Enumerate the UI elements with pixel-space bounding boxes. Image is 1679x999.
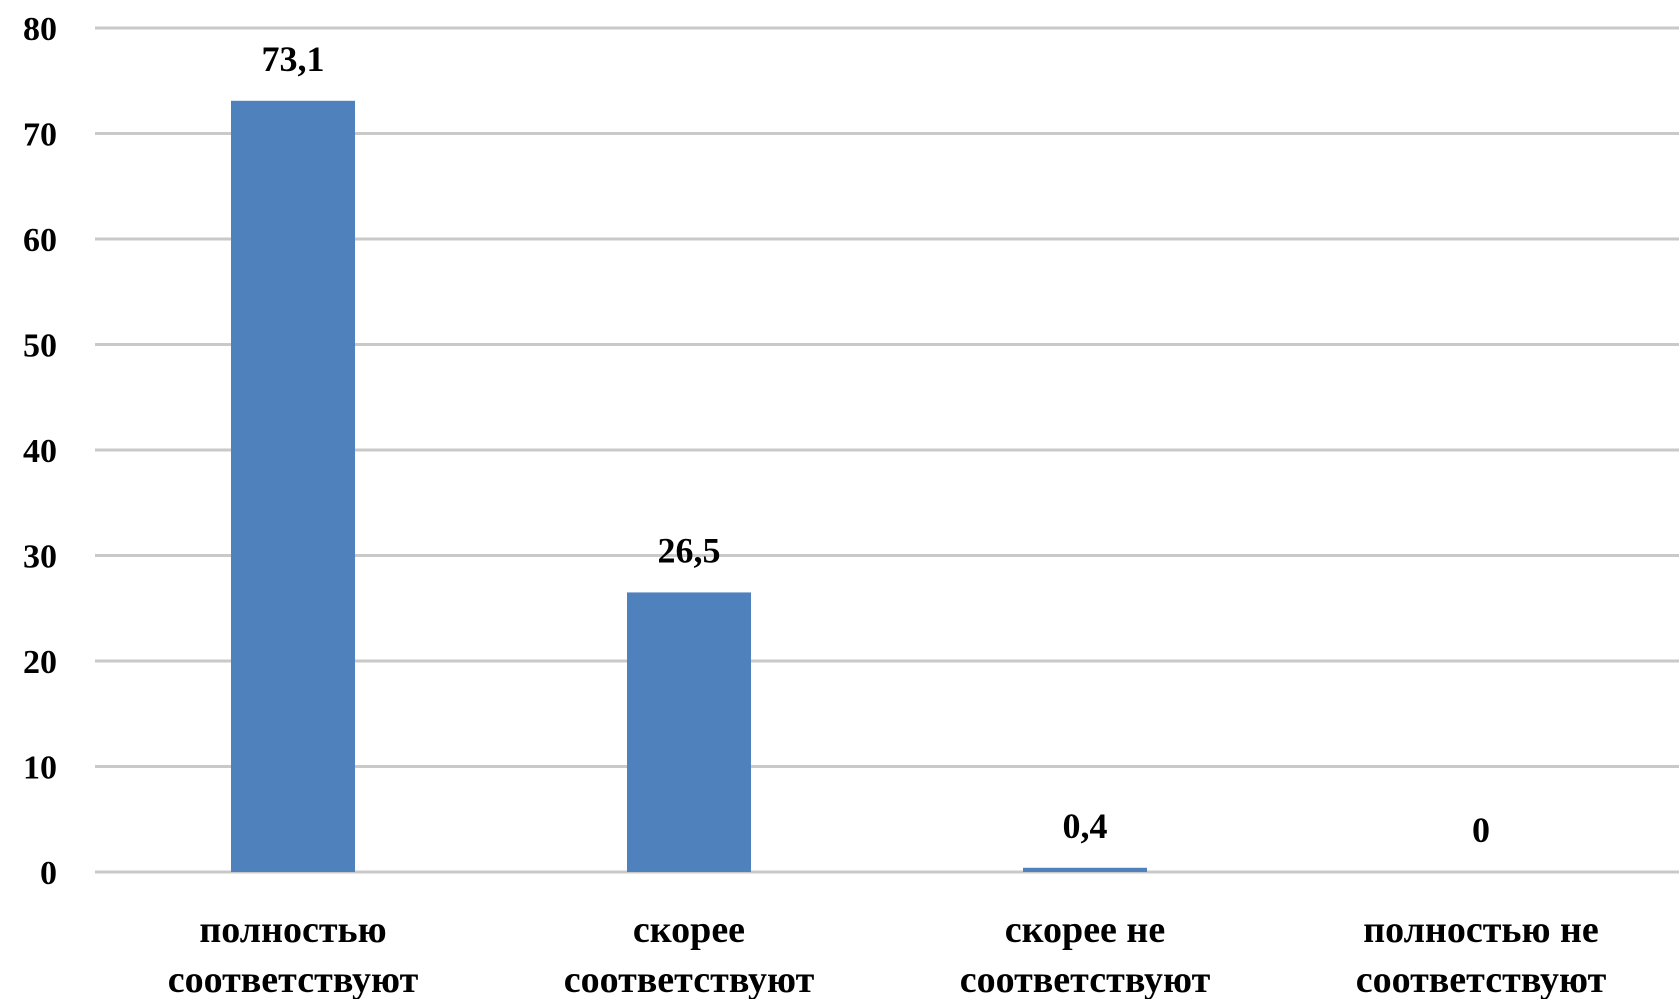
bar: [231, 100, 355, 873]
data-label: 0: [1472, 810, 1490, 850]
y-tick-label: 10: [23, 750, 57, 787]
category-label: соответствуют: [960, 959, 1211, 999]
category-label: полностью не: [1363, 909, 1599, 951]
y-tick-label: 80: [23, 11, 57, 48]
bar: [627, 592, 751, 872]
category-label: скорее: [633, 909, 745, 951]
category-label: соответствуют: [564, 959, 815, 999]
gridlines: [95, 26, 1679, 874]
data-label: 0,4: [1063, 806, 1108, 846]
category-label: соответствуют: [168, 959, 419, 999]
data-labels: 73,1 26,5 0,4 0: [262, 39, 1491, 850]
data-label: 73,1: [262, 39, 325, 79]
category-label: полностью: [199, 909, 386, 951]
y-axis-tick-labels: 0 10 20 30 40 50 60 70 80: [23, 11, 57, 892]
bar: [1023, 867, 1147, 872]
bars: [231, 100, 1147, 873]
y-tick-label: 30: [23, 539, 57, 576]
x-axis-category-labels: полностью соответствуют скорее соответствую…: [168, 909, 1607, 999]
y-tick-label: 0: [40, 855, 57, 892]
y-tick-label: 40: [23, 433, 57, 470]
y-tick-label: 70: [23, 117, 57, 154]
y-tick-label: 60: [23, 222, 57, 259]
data-label: 26,5: [658, 530, 721, 570]
y-tick-label: 20: [23, 644, 57, 681]
category-label: соответствуют: [1356, 959, 1607, 999]
category-label: скорее не: [1005, 909, 1165, 951]
y-tick-label: 50: [23, 328, 57, 365]
